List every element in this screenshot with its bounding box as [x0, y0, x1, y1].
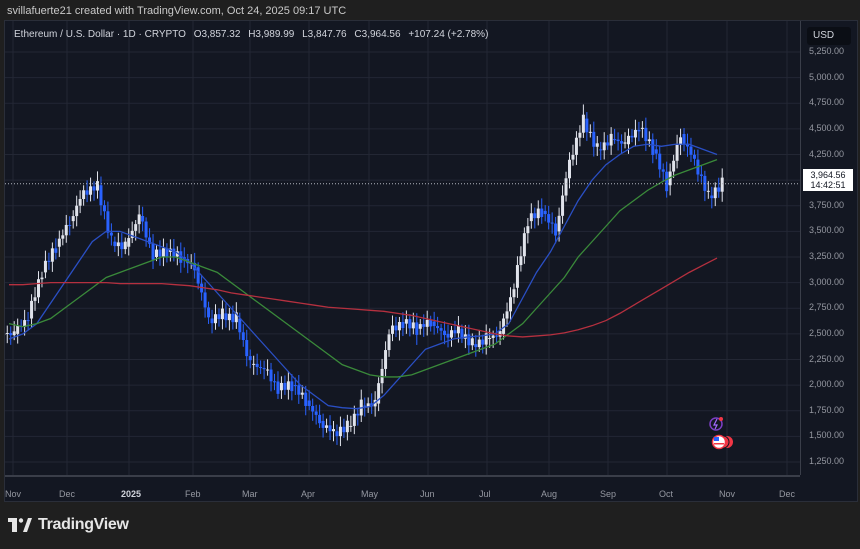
time-tick: Sep — [600, 489, 617, 499]
time-tick: Dec — [59, 489, 76, 499]
price-tick: 2,250.00 — [809, 353, 845, 364]
time-tick: Feb — [185, 489, 201, 499]
open-value: O3,857.32 — [193, 29, 241, 40]
us-flag-events-icon — [711, 434, 733, 450]
price-tick: 4,750.00 — [809, 97, 845, 108]
symbol-legend: Ethereum / U.S. Dollar · 1D · CRYPTO O3,… — [14, 29, 493, 40]
price-tick: 4,250.00 — [809, 148, 845, 159]
time-tick: Jun — [420, 489, 435, 499]
time-tick: Dec — [779, 489, 796, 499]
currency-button[interactable]: USD — [807, 27, 851, 45]
time-tick: Nov — [719, 489, 736, 499]
time-tick: 2025 — [121, 489, 142, 499]
price-tick: 1,750.00 — [809, 404, 845, 415]
chart-panel[interactable]: Ethereum / U.S. Dollar · 1D · CRYPTO O3,… — [4, 20, 858, 502]
price-tick: 3,750.00 — [809, 199, 845, 210]
price-chart[interactable] — [5, 21, 800, 475]
time-tick: Jul — [479, 489, 491, 499]
time-tick: May — [361, 489, 379, 499]
price-tick: 2,000.00 — [809, 379, 845, 390]
price-tick: 1,500.00 — [809, 430, 845, 441]
price-tick: 2,750.00 — [809, 302, 845, 313]
moving-average-line — [8, 159, 718, 378]
time-tick: Apr — [301, 489, 316, 499]
moving-average-line — [9, 257, 718, 338]
price-tick: 1,250.00 — [809, 456, 845, 466]
change-value: +107.24 (+2.78%) — [408, 29, 489, 40]
last-price: 3,964.56 — [810, 170, 846, 180]
bar-countdown: 14:42:51 — [810, 180, 846, 190]
price-tick: 2,500.00 — [809, 327, 845, 338]
brand-name: TradingView — [38, 516, 129, 533]
low-value: L3,847.76 — [302, 29, 347, 40]
time-tick: Mar — [242, 489, 258, 499]
price-tick: 5,000.00 — [809, 71, 845, 82]
time-axis[interactable]: Nov Dec 2025 Feb Mar Apr May Jun Jul Aug Sep Oct Nov… — [5, 475, 800, 503]
price-tick: 4,500.00 — [809, 122, 845, 133]
high-value: H3,989.99 — [248, 29, 295, 40]
last-price-label: 3,964.56 14:42:51 — [803, 169, 853, 191]
time-tick: Aug — [541, 489, 558, 499]
lightning-event-icon — [709, 417, 723, 431]
time-tick: Nov — [5, 489, 22, 499]
tradingview-logo: TradingView — [8, 516, 129, 534]
price-axis[interactable] — [800, 21, 859, 475]
symbol-name: Ethereum / U.S. Dollar · 1D · CRYPTO — [14, 29, 186, 40]
price-tick: 3,000.00 — [809, 276, 845, 287]
time-tick: Oct — [659, 489, 674, 499]
close-value: C3,964.56 — [354, 29, 401, 40]
price-tick: 5,250.00 — [809, 46, 845, 56]
moving-average-line — [8, 143, 718, 410]
tradingview-mark-icon — [8, 518, 32, 532]
price-tick: 3,250.00 — [809, 251, 845, 261]
price-tick: 3,500.00 — [809, 225, 845, 236]
chart-credit: svillafuerte21 created with TradingView.… — [7, 5, 347, 17]
